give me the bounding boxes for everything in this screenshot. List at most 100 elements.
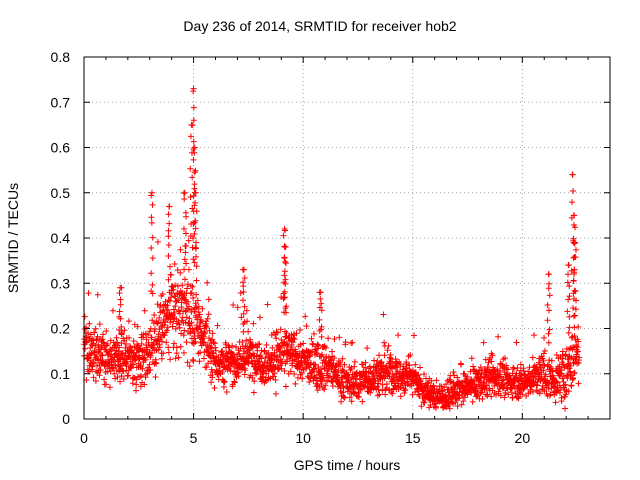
data-point	[221, 363, 228, 370]
data-point	[209, 336, 216, 343]
data-point	[282, 309, 289, 316]
data-point	[166, 220, 173, 227]
data-point	[318, 333, 325, 340]
data-point	[148, 270, 155, 277]
data-point	[258, 355, 265, 362]
data-point	[184, 298, 191, 305]
data-point	[558, 370, 565, 377]
data-point	[330, 360, 337, 367]
data-point	[340, 394, 347, 401]
data-point	[240, 289, 247, 296]
data-point	[192, 225, 199, 232]
data-point	[480, 339, 487, 346]
data-point	[517, 361, 524, 368]
data-point	[565, 329, 572, 336]
data-point	[281, 288, 288, 295]
data-point	[317, 289, 324, 296]
data-point	[545, 339, 552, 346]
data-point	[302, 313, 309, 320]
data-point	[190, 138, 197, 145]
data-point	[376, 391, 383, 398]
data-point	[91, 329, 98, 336]
data-point	[188, 319, 195, 326]
data-point	[451, 372, 458, 379]
data-point	[117, 378, 124, 385]
data-point	[269, 344, 276, 351]
data-points	[80, 85, 583, 412]
data-point	[329, 382, 336, 389]
data-point	[122, 360, 129, 367]
data-point	[192, 199, 199, 206]
data-point	[165, 253, 172, 260]
data-point	[547, 391, 554, 398]
data-point	[187, 165, 194, 172]
data-point	[175, 354, 182, 361]
data-point	[338, 398, 345, 405]
data-point	[283, 303, 290, 310]
data-point	[380, 362, 387, 369]
data-point	[317, 366, 324, 373]
data-point	[296, 366, 303, 373]
data-point	[219, 369, 226, 376]
data-point	[458, 361, 465, 368]
data-point	[116, 326, 123, 333]
data-point	[170, 306, 177, 313]
data-point	[148, 244, 155, 251]
data-point	[291, 370, 298, 377]
data-point	[171, 340, 178, 347]
data-point	[117, 296, 124, 303]
data-point	[181, 195, 188, 202]
data-point	[374, 383, 381, 390]
data-point	[181, 276, 188, 283]
data-point	[488, 393, 495, 400]
data-point	[186, 363, 193, 370]
data-point	[283, 330, 290, 337]
data-point	[270, 373, 277, 380]
data-point	[193, 239, 200, 246]
data-point	[245, 328, 252, 335]
data-point	[397, 384, 404, 391]
data-point	[383, 380, 390, 387]
data-point	[575, 380, 582, 387]
data-point	[281, 254, 288, 261]
data-point	[188, 289, 195, 296]
data-point	[203, 318, 210, 325]
data-point	[477, 390, 484, 397]
data-point	[540, 357, 547, 364]
data-point	[571, 224, 578, 231]
data-point	[123, 341, 130, 348]
y-tick-label: 0.5	[51, 185, 71, 201]
data-point	[412, 361, 419, 368]
data-point	[545, 330, 552, 337]
data-point	[203, 324, 210, 331]
data-point	[182, 308, 189, 315]
data-point	[263, 342, 270, 349]
data-point	[241, 350, 248, 357]
data-point	[570, 305, 577, 312]
data-point	[107, 368, 114, 375]
data-point	[241, 319, 248, 326]
y-tick-label: 0.7	[51, 94, 71, 110]
data-point	[371, 357, 378, 364]
data-point	[339, 379, 346, 386]
data-point	[205, 311, 212, 318]
data-point	[502, 390, 509, 397]
data-point	[153, 360, 160, 367]
data-point	[131, 343, 138, 350]
data-point	[571, 312, 578, 319]
data-point	[172, 282, 179, 289]
data-point	[469, 398, 476, 405]
y-axis-label: SRMTID / TECUs	[5, 182, 21, 294]
data-point	[564, 279, 571, 286]
data-point	[256, 358, 263, 365]
data-point	[243, 307, 250, 314]
data-point	[318, 377, 325, 384]
data-point	[101, 376, 108, 383]
data-point	[488, 350, 495, 357]
y-tick-label: 0.6	[51, 140, 71, 156]
data-point	[320, 374, 327, 381]
data-point	[548, 365, 555, 372]
data-point	[318, 323, 325, 330]
data-point	[164, 306, 171, 313]
